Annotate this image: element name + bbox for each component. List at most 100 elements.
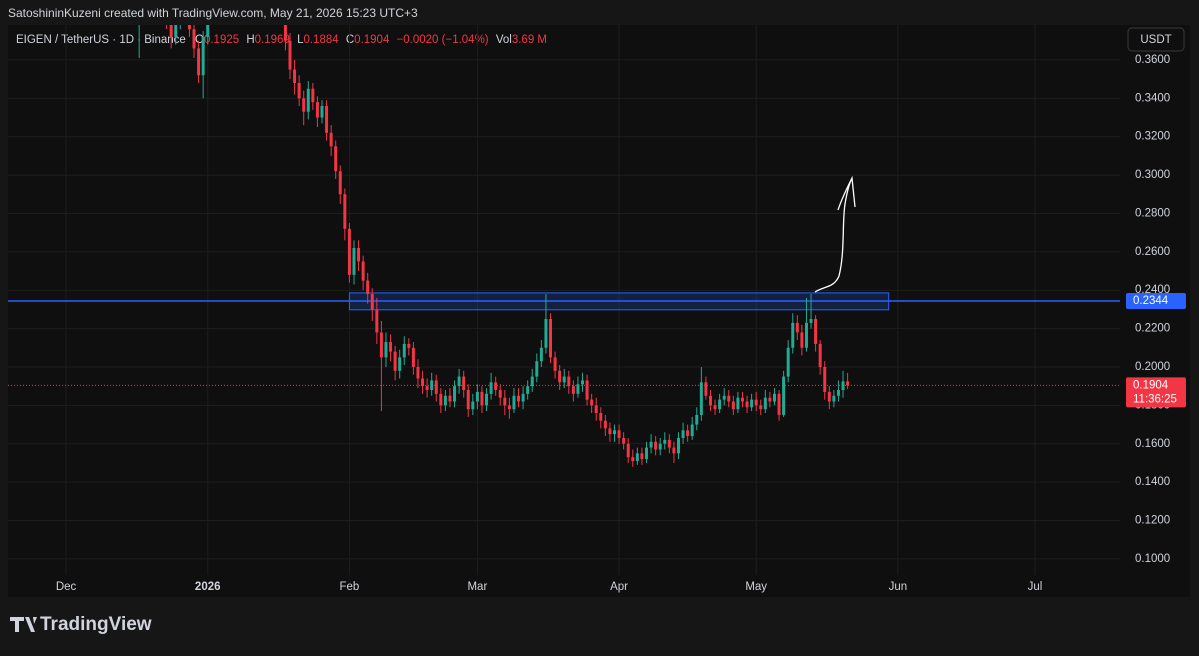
candle-body: [174, 25, 178, 37]
candle-body: [699, 382, 703, 415]
axes: 0.10000.12000.14000.16000.18000.20000.22…: [56, 54, 1186, 593]
candle-body: [169, 25, 173, 37]
candle-body: [347, 228, 351, 275]
candle-body: [571, 386, 575, 394]
candle-body: [489, 382, 493, 394]
candle-body: [795, 322, 799, 333]
candle-body: [626, 443, 630, 458]
x-tick-label: Jul: [1028, 581, 1043, 593]
candle-body: [663, 439, 667, 444]
candle-body: [370, 294, 374, 310]
candle-body: [315, 102, 319, 118]
candle-body: [772, 393, 776, 402]
x-tick-label: Apr: [610, 581, 628, 593]
candle-body: [759, 405, 763, 410]
candle-body: [416, 366, 420, 379]
close-label: C: [346, 34, 354, 46]
candle-body: [649, 441, 653, 448]
candle-body: [809, 318, 813, 323]
candle-body: [462, 376, 466, 391]
currency-button[interactable]: [1127, 27, 1185, 52]
candle-body: [567, 376, 571, 387]
grid: [8, 25, 1120, 575]
last-price-label: 0.1904: [1133, 379, 1169, 391]
candle-body: [475, 391, 479, 402]
y-tick-label: 0.1600: [1135, 438, 1170, 450]
candle-body: [398, 357, 402, 371]
candle-body: [512, 395, 516, 410]
countdown: 11:36:25: [1133, 393, 1177, 405]
candle-body: [635, 453, 639, 462]
candle-body: [503, 397, 507, 406]
candle-body: [443, 395, 447, 406]
candle-body: [430, 380, 434, 391]
candle-body: [608, 428, 612, 435]
candle-body: [379, 332, 383, 358]
candle-body: [640, 453, 644, 460]
candle-body: [832, 395, 836, 402]
legend: EIGEN / TetherUS · 1D · Binance O0.1925 …: [16, 34, 547, 46]
candle-body: [731, 401, 735, 410]
plot-panel: [8, 25, 1190, 597]
candle-body: [814, 318, 818, 344]
x-tick-label: May: [745, 581, 767, 593]
candle-body: [539, 347, 543, 362]
candle-body: [622, 437, 626, 444]
candle-body: [389, 342, 393, 352]
candle-body: [631, 457, 635, 462]
candle-body: [421, 378, 425, 387]
candle-body: [590, 399, 594, 406]
currency[interactable]: USDT: [1140, 34, 1171, 46]
candle-body: [448, 395, 452, 402]
low-value: 0.1884: [303, 34, 339, 46]
candle-body: [466, 390, 470, 410]
candle-body: [521, 393, 525, 402]
candle-body: [293, 69, 297, 83]
candle-body: [736, 397, 740, 410]
candle-body: [361, 261, 365, 281]
x-tick-label: 2026: [195, 581, 221, 593]
candle-body: [434, 380, 438, 394]
candle-body: [329, 132, 333, 147]
candle-body: [585, 380, 589, 400]
candle-body: [366, 280, 370, 295]
candle-body: [594, 405, 598, 414]
candle-body: [192, 29, 196, 49]
candle-body: [754, 399, 758, 406]
candle-body: [485, 393, 489, 406]
y-tick-label: 0.2600: [1135, 246, 1170, 258]
high-label: H: [246, 34, 254, 46]
candle-body: [517, 395, 521, 402]
y-tick-label: 0.2800: [1135, 207, 1170, 219]
open-label: O: [195, 34, 204, 46]
y-tick-label: 0.3200: [1135, 131, 1170, 143]
symbol: EIGEN / TetherUS · 1D · Binance: [16, 34, 186, 46]
credit: SatoshininKuzeni created with TradingVie…: [8, 6, 418, 20]
candle-body: [480, 391, 484, 406]
candle-body: [581, 380, 585, 385]
y-tick-label: 0.1200: [1135, 515, 1170, 527]
candle-body: [713, 405, 717, 410]
candle-body: [745, 401, 749, 408]
candle-body: [676, 437, 680, 454]
candle-body: [782, 376, 786, 415]
brand: TradingView: [10, 614, 152, 635]
candle-body: [686, 430, 690, 437]
y-tick-label: 0.3000: [1135, 169, 1170, 181]
candle-body: [768, 397, 772, 402]
candle-body: [800, 332, 804, 348]
candle-body: [718, 399, 722, 410]
candle-body: [644, 447, 648, 460]
candle-body: [302, 98, 306, 112]
candle-body: [494, 382, 498, 391]
candle-body: [613, 430, 617, 435]
candle-body: [672, 447, 676, 454]
candle-body: [681, 430, 685, 438]
candle-body: [722, 395, 726, 400]
candle-body: [425, 386, 429, 391]
candle-body: [777, 393, 781, 415]
candle-body: [187, 25, 191, 30]
candle-body: [827, 391, 831, 402]
drawn-arrow: [814, 175, 856, 293]
